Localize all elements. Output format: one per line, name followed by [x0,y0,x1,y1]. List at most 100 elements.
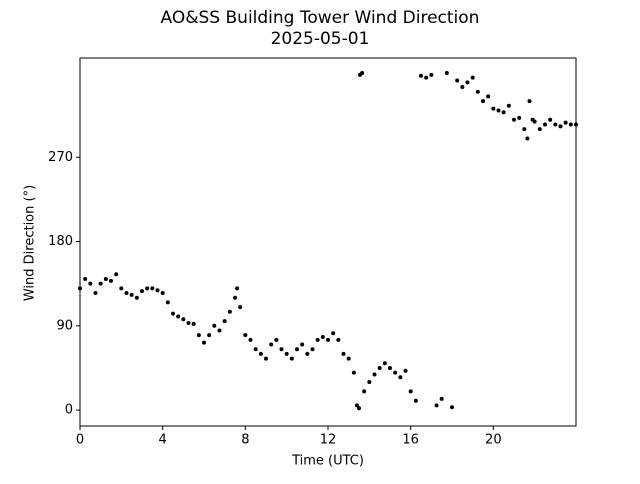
point [465,80,470,85]
point [517,115,522,120]
point [419,73,423,78]
point [98,281,103,286]
point [217,328,222,333]
point [222,319,227,324]
point [207,333,212,338]
point [269,342,274,347]
x-tick-label: 12 [320,433,337,448]
point [354,403,359,408]
point [274,337,279,342]
point [124,291,129,296]
x-tick-label: 20 [485,433,502,448]
point [543,122,547,127]
chart-title: AO&SS Building Tower Wind Direction [161,8,480,28]
point [253,347,258,352]
point [501,110,506,115]
x-tick-label: 0 [76,433,84,448]
point [196,333,201,338]
point [403,368,408,373]
point [186,320,191,325]
point [227,309,232,314]
point [357,406,361,411]
point [450,405,454,410]
point [315,337,320,342]
chart-subtitle: 2025-05-01 [271,29,370,49]
point [300,342,305,347]
point [243,333,248,338]
x-tick-label: 8 [241,433,249,448]
point [481,99,485,104]
point [134,295,139,300]
point [470,75,475,80]
point [393,370,398,375]
point [413,398,418,403]
point [475,89,480,94]
point [145,286,150,291]
point [434,403,439,408]
point [326,337,330,342]
point [496,108,501,113]
point [305,351,310,356]
point [191,321,196,326]
point [346,356,351,361]
point [460,85,465,90]
point [486,94,491,99]
y-tick-label: 0 [65,403,73,418]
point [525,136,530,141]
point [212,323,217,328]
point [362,389,367,394]
point [506,103,511,108]
point [320,335,325,340]
x-axis-label: Time (UTC) [291,454,364,469]
point [341,351,346,356]
point [439,396,444,401]
point [129,292,134,297]
point [119,286,124,291]
point [360,70,365,75]
y-tick-label: 270 [48,150,73,165]
point [455,78,460,83]
point [109,278,113,283]
point [155,288,160,293]
point [408,389,413,394]
point [336,337,341,342]
point [563,120,568,125]
point [377,365,382,370]
point [532,119,537,124]
point [140,289,144,294]
point [181,317,186,322]
point [165,300,170,305]
point [202,340,206,345]
point [398,375,403,380]
point [238,305,243,310]
point [512,117,516,122]
y-axis-label: Wind Direction (°) [23,185,38,301]
point [388,365,392,370]
point [176,314,181,319]
point [248,337,253,342]
point [558,124,563,129]
point [160,291,165,296]
point [351,370,356,375]
point [233,295,237,300]
point [429,72,434,77]
point [295,347,299,352]
point [367,379,372,384]
point [264,356,268,361]
point [537,127,542,132]
point [491,106,496,111]
point [235,286,240,291]
point [372,372,377,377]
point [553,122,558,127]
point [289,356,294,361]
point [310,347,315,352]
point [103,276,108,281]
point [83,276,88,281]
point [527,99,532,104]
point [150,286,155,291]
point [258,351,263,356]
y-tick-label: 180 [48,234,73,249]
point [568,122,573,127]
